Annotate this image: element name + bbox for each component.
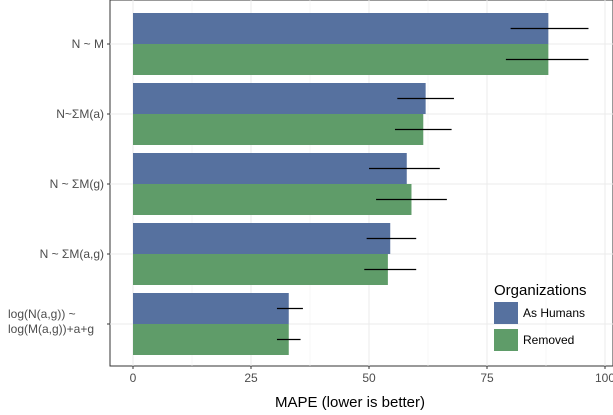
bar-removed — [133, 184, 412, 215]
category-label: N ~ ΣM(a,g) — [40, 247, 104, 261]
category-label: N ~ M — [72, 37, 104, 51]
legend-swatch-as-humans — [494, 302, 518, 324]
error-bar-group — [276, 27, 589, 341]
category-label: N~ΣM(a) — [56, 107, 104, 121]
bar-as-humans — [133, 293, 289, 324]
category-label-line: log(M(a,g))+a+g — [8, 322, 94, 336]
category-label: N ~ ΣM(g) — [50, 177, 104, 191]
bar-removed — [133, 44, 549, 75]
legend: Organizations As Humans Removed — [494, 282, 587, 351]
x-axis-title: MAPE (lower is better) — [275, 394, 425, 411]
category-labels: N ~ M N~ΣM(a) N ~ ΣM(g) N ~ ΣM(a,g) log(N(a,… — [8, 37, 110, 336]
legend-label-as-humans: As Humans — [523, 306, 585, 320]
bar-as-humans — [133, 223, 391, 254]
category-label: log(N(a,g)) ~ log(M(a,g))+a+g — [8, 307, 94, 336]
category-label-line: log(N(a,g)) ~ — [8, 307, 76, 321]
x-tick-label: 100 — [595, 371, 613, 385]
bar-removed — [133, 114, 424, 145]
bar-as-humans — [133, 83, 426, 114]
legend-title: Organizations — [494, 282, 587, 299]
bar-as-humans — [133, 13, 549, 44]
x-tick-label: 25 — [244, 371, 258, 385]
bar-removed — [133, 254, 388, 285]
legend-label-removed: Removed — [523, 333, 574, 347]
bar-as-humans — [133, 153, 407, 184]
x-tick-label: 75 — [480, 371, 494, 385]
bar-group — [133, 13, 549, 355]
x-tick-label: 0 — [130, 371, 137, 385]
bar-removed — [133, 324, 289, 355]
x-tick-label: 50 — [362, 371, 376, 385]
x-axis-ticks: 0 25 50 75 100 — [130, 366, 613, 385]
legend-swatch-removed — [494, 329, 518, 351]
